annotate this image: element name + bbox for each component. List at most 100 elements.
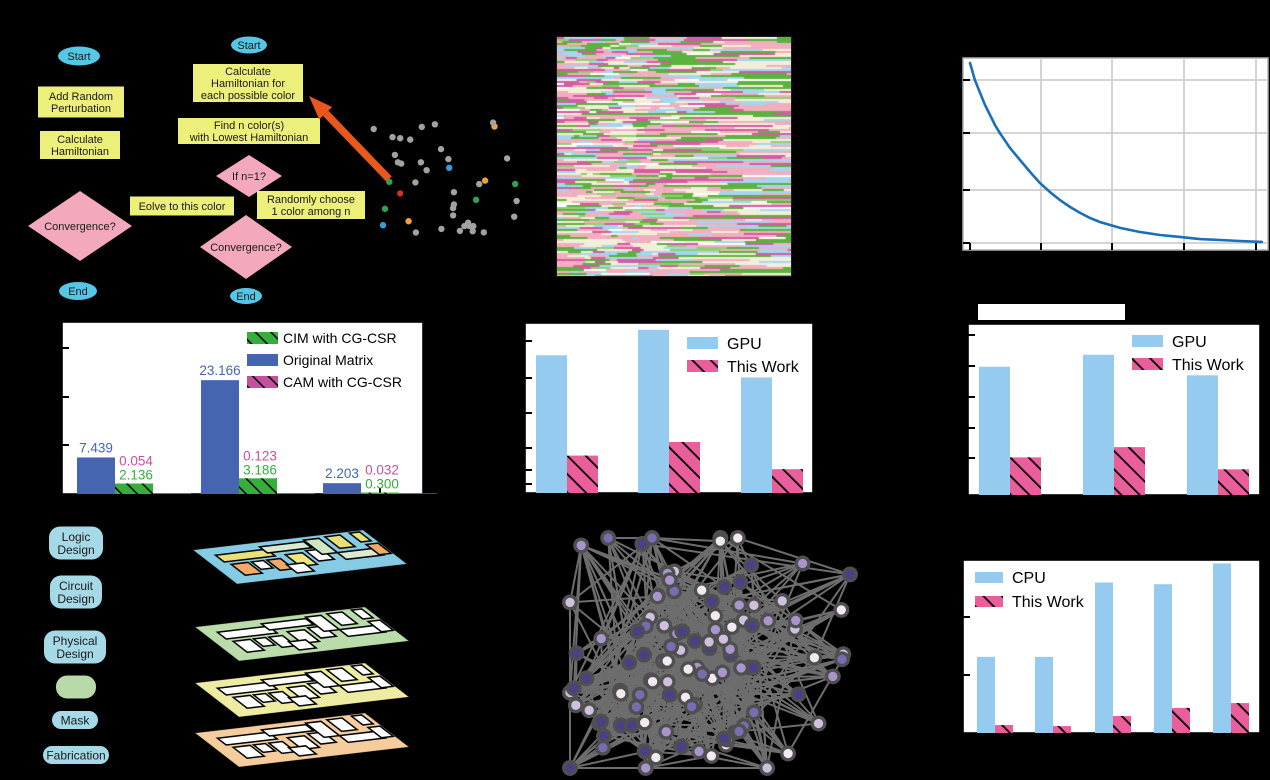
network-edge [644,625,713,757]
bar-value-label: 7.439 [79,440,113,455]
flow-node-label: Start [67,51,90,63]
chip-layer-stack: Logic Design Circuit Design Physical Design Ma… [43,527,409,769]
network-edge [657,594,820,725]
network-edge [620,692,789,755]
graph-node-dot [370,125,377,133]
bar-this-work-hatch [1010,457,1041,495]
network-node [683,698,700,715]
flow-node-label: Convergence? [210,242,282,254]
legend-label: This Work [1172,357,1245,374]
layer-cell [259,542,311,553]
sa-flowchart: Start Add Random Perturbation Calculate Hami… [28,46,132,300]
graph-node-dot [449,212,457,219]
graph-node-dot [446,164,453,171]
graph-node-dot [412,179,419,186]
legend-swatch-hatch [247,376,278,388]
network-node [647,749,664,766]
legend-swatch-hatch [975,596,1003,607]
network-node [731,723,747,740]
process-step-pill-blank [56,675,96,699]
network-node [729,530,746,546]
layer-cell [287,686,319,700]
bar-cim-hatch [115,483,153,494]
layer-cell [351,715,373,725]
layer-cell [269,742,296,754]
layer-cell [233,745,264,758]
flow-process-node [257,191,365,219]
graph-node-dot [464,219,472,226]
network-node [624,717,641,734]
network-node [636,714,653,731]
network-node [565,680,582,697]
network-node [578,670,595,687]
network-node [712,533,729,550]
network-node [567,697,584,714]
layout-layer-1-cells [210,609,403,656]
flow-node-label: If n=1? [232,171,266,183]
network-node [628,698,645,715]
graph-node-dot [407,136,414,143]
bar-baseline [979,366,1010,495]
bar-cam [277,493,315,494]
graph-node-dot [469,228,476,235]
annotation-arrow [309,96,392,182]
bar-cim-hatch [361,492,399,494]
layout-layer-2-cells [210,665,403,712]
flow-node-label: Randomly choose 1 color among n [267,194,355,218]
flow-process-node [193,64,303,102]
layer-cell [254,694,276,703]
layer-cell [306,721,340,737]
network-node [673,738,690,755]
bar-baseline [1187,375,1218,495]
layer-cell [261,725,313,736]
process-step-label: Circuit Design [57,579,94,606]
bar-value-label: 0.032 [365,463,399,478]
legend-swatch [1132,335,1163,347]
legend-label: GPU [1172,334,1207,351]
network-node [842,566,858,583]
network-node [694,666,711,682]
network-node [780,745,797,762]
bar-cim-hatch [239,478,277,494]
legend-label: This Work [1012,594,1085,611]
layer-cell [254,744,276,753]
layer-cell [306,615,340,631]
network-edge [719,540,769,769]
flow-process-node [38,86,124,118]
network-node [594,739,611,756]
convergence-line-chart [962,57,1269,251]
network-edge [603,730,667,738]
graph-node-dot [449,204,457,212]
bar-value-label: 0.123 [243,448,277,463]
network-node [731,597,748,614]
layer-cell [306,671,340,687]
network-edge [651,537,721,543]
flow-node-label: End [68,286,88,298]
graph-node-dot [397,190,404,197]
layer-cell [233,695,264,708]
network-edge [580,545,638,708]
graph-node-dot [381,205,389,212]
layer-cell [304,538,338,554]
flow-decision-node [200,215,292,279]
network-edge [711,573,851,603]
legend-label: CIM with CG-CSR [283,330,397,346]
legend-swatch-hatch [687,360,718,372]
flow-node-label: Find n color(s) with Lowest Hamiltonian [189,120,309,144]
layer-cell [267,559,294,571]
network-edge [737,537,851,576]
graph-node-dot [476,180,483,188]
legend-swatch [687,337,718,349]
flow-terminal-node [231,36,267,54]
network-node [644,673,661,690]
bar-this-work-hatch [995,725,1013,733]
bar-baseline [1035,656,1053,733]
network-node [723,619,740,636]
network-node [573,537,590,554]
network-edge [795,619,844,656]
layer-cell [368,676,393,688]
layer-cell [287,563,315,573]
graph-node-dot [445,155,452,163]
bar-baseline [1154,584,1172,733]
